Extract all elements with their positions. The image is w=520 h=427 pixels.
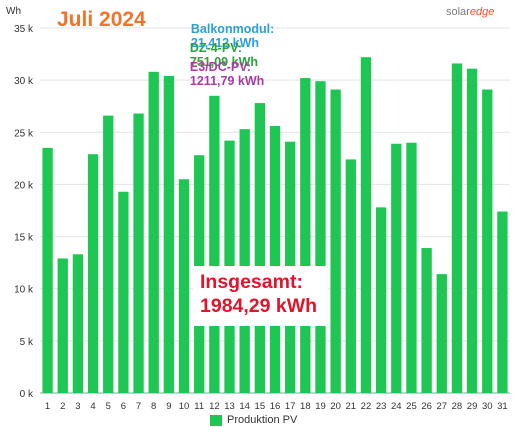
x-tick-label: 25	[406, 401, 417, 412]
bar[interactable]	[497, 211, 508, 393]
bar[interactable]	[391, 143, 402, 393]
bar[interactable]	[209, 95, 220, 394]
x-tick-label: 9	[166, 401, 171, 412]
bar[interactable]	[239, 129, 250, 393]
x-tick-label: 3	[75, 401, 80, 412]
info-dz4pv: DZ-4-PV: 751,09 kWh	[176, 27, 280, 83]
info-balkonmodul-label: Balkonmodul:	[190, 22, 275, 36]
info-dz4pv-value: 751,09 kWh	[189, 55, 258, 69]
x-tick-label: 15	[255, 401, 266, 412]
bar[interactable]	[103, 115, 114, 393]
y-tick-label: 5 k	[20, 337, 34, 348]
x-tick-label: 12	[209, 401, 220, 412]
chart-title: Juli 2024	[57, 8, 146, 31]
bar[interactable]	[87, 154, 99, 393]
solaredge-logo: solaredge	[446, 6, 495, 18]
x-tick-label: 18	[300, 401, 311, 412]
y-tick-label: 30 k	[14, 76, 34, 87]
x-tick-label: 6	[121, 401, 126, 412]
info-e3dcpv-value: 1211,79 kWh	[189, 74, 265, 88]
x-tick-label: 29	[467, 401, 478, 412]
bar[interactable]	[133, 113, 144, 393]
y-tick-label: 10 k	[14, 285, 34, 296]
x-tick-label: 5	[106, 401, 111, 412]
x-tick-label: 31	[497, 401, 508, 412]
x-tick-label: 23	[376, 401, 387, 412]
y-tick-label: 15 k	[14, 233, 34, 244]
x-tick-label: 7	[136, 401, 141, 412]
x-tick-label: 20	[330, 401, 341, 412]
bar[interactable]	[421, 248, 432, 393]
x-tick-label: 8	[151, 401, 156, 412]
info-e3dcpv-label: E3/DC-PV:	[189, 60, 252, 74]
bar[interactable]	[118, 191, 129, 393]
y-tick-label: 20 k	[14, 180, 34, 191]
x-tick-label: 11	[194, 401, 204, 412]
y-tick-label: 35 k	[14, 24, 34, 35]
bar[interactable]	[451, 63, 463, 393]
y-tick-label: 25 k	[14, 128, 34, 139]
bar[interactable]	[482, 89, 493, 394]
bar[interactable]	[42, 147, 53, 393]
bar[interactable]	[436, 274, 447, 393]
bar[interactable]	[406, 142, 417, 393]
x-tick-label: 17	[285, 401, 296, 412]
x-tick-label: 10	[179, 401, 190, 412]
total-label: Insgesamt:	[200, 271, 303, 293]
bar[interactable]	[57, 258, 68, 393]
bar[interactable]	[178, 179, 190, 393]
bar[interactable]	[269, 126, 281, 394]
info-balkonmodul: Balkonmodul: 21,412 kWh	[177, 8, 274, 64]
x-tick-label: 24	[391, 401, 402, 412]
x-tick-label: 27	[436, 401, 447, 412]
bar[interactable]	[148, 71, 159, 394]
x-tick-label: 16	[270, 401, 281, 412]
info-dz4pv-label: DZ-4-PV:	[189, 41, 242, 55]
x-tick-label: 13	[224, 401, 235, 412]
chart-legend[interactable]: Produktion PV	[210, 414, 297, 426]
y-tick-label: 0 k	[20, 389, 34, 400]
x-tick-label: 14	[239, 401, 250, 412]
x-tick-label: 2	[60, 401, 65, 412]
x-tick-label: 22	[361, 401, 372, 412]
total-value: 1984,29 kWh	[200, 295, 318, 317]
x-tick-label: 4	[90, 401, 95, 412]
info-e3dcpv: E3/DC-PV: 1211,79 kWh	[176, 46, 274, 102]
x-tick-label: 19	[315, 401, 326, 412]
bar[interactable]	[315, 81, 326, 393]
bar[interactable]	[375, 207, 387, 393]
bar[interactable]	[330, 89, 341, 394]
bar[interactable]	[163, 75, 175, 393]
legend-label: Produktion PV	[227, 414, 298, 426]
total-callout: Insgesamt: 1984,29 kWh	[193, 266, 328, 326]
bar[interactable]	[254, 103, 265, 393]
bar[interactable]	[345, 159, 356, 393]
x-tick-label: 1	[45, 401, 50, 412]
x-tick-label: 26	[421, 401, 432, 412]
bar[interactable]	[72, 254, 84, 393]
bar[interactable]	[300, 78, 311, 394]
bar[interactable]	[466, 68, 478, 394]
bar[interactable]	[360, 57, 372, 393]
legend-swatch	[210, 414, 222, 426]
info-balkonmodul-value: 21,412 kWh	[190, 36, 259, 50]
x-tick-label: 21	[346, 401, 357, 412]
y-axis-unit: Wh	[6, 6, 21, 17]
x-tick-label: 30	[482, 401, 493, 412]
x-tick-label: 28	[452, 401, 463, 412]
